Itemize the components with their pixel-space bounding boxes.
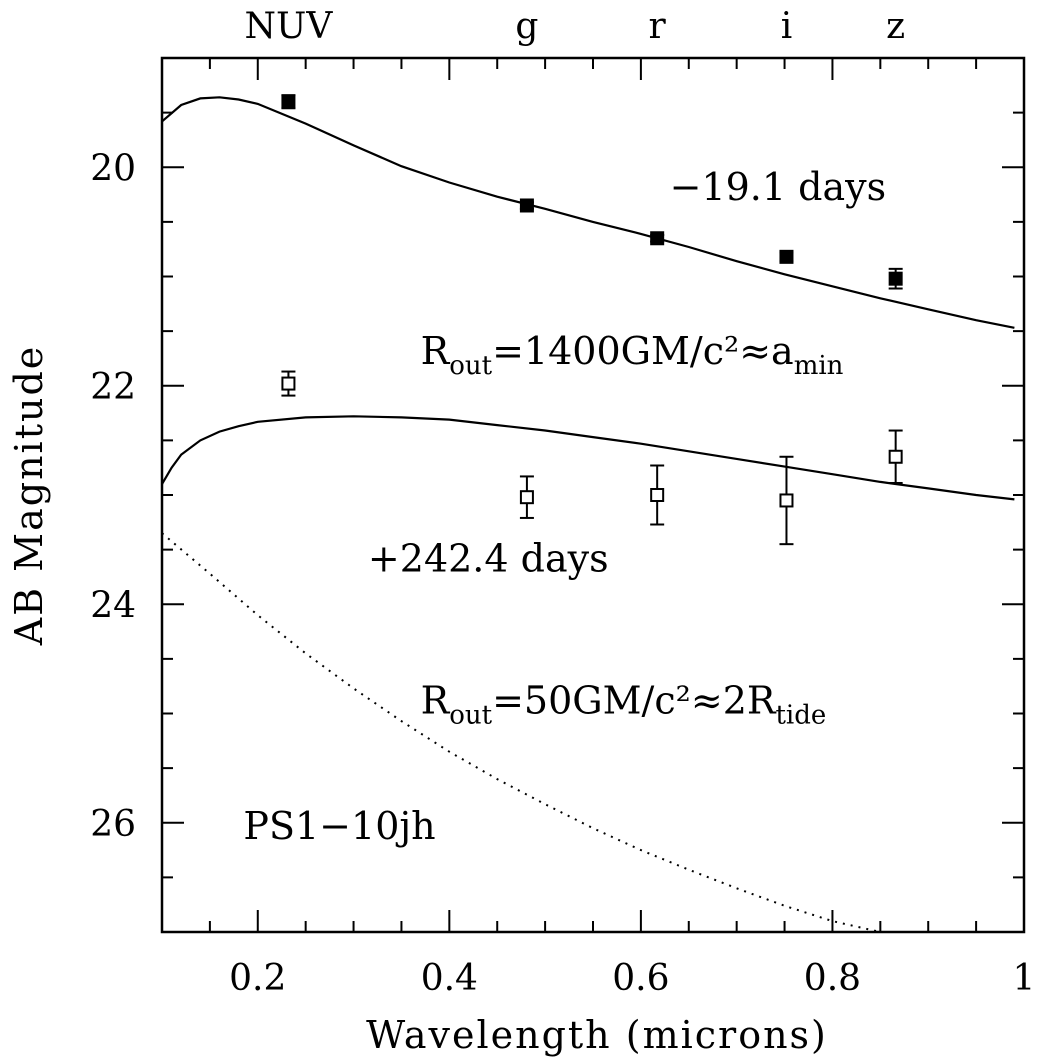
axis-ticks	[161, 57, 1025, 933]
annotation-rout_small: Rout=50GM/c²≈2Rtide	[421, 679, 827, 731]
band-label: i	[781, 6, 793, 47]
data-point-early	[650, 231, 665, 246]
y-tick-label: 20	[90, 148, 136, 189]
data-point-early	[519, 198, 534, 213]
plot-frame	[160, 56, 1026, 934]
band-label: z	[886, 6, 905, 47]
y-tick-label: 22	[90, 367, 136, 408]
x-axis-title: Wavelength (microns)	[366, 1013, 828, 1057]
band-label: g	[515, 6, 538, 47]
y-tick-labels: 20 22 24 26	[90, 148, 136, 845]
data-point-late	[650, 488, 665, 502]
annotation-early: −19.1 days	[670, 165, 886, 209]
x-tick-label: 1	[1013, 958, 1036, 999]
band-label: r	[649, 6, 667, 47]
band-label: NUV	[245, 6, 334, 47]
model-curve-solid	[161, 96, 1015, 329]
band-labels: NUV g r i z	[245, 6, 906, 47]
x-tick-label: 0.4	[421, 958, 478, 999]
data-point-early	[888, 271, 903, 286]
y-tick-label: 24	[90, 585, 136, 626]
x-tick-label: 0.8	[804, 958, 861, 999]
y-axis-title: AB Magnitude	[7, 345, 51, 647]
model-curve-dotted	[161, 532, 881, 933]
data-point-early	[779, 249, 794, 264]
data-point-late	[888, 449, 903, 464]
data-point-late	[519, 490, 534, 505]
x-tick-label: 0.6	[612, 958, 669, 999]
annotation-object: PS1−10jh	[243, 804, 435, 848]
data-points	[281, 94, 903, 546]
x-tick-label: 0.2	[229, 958, 286, 999]
data-point-late	[779, 493, 794, 508]
data-point-early	[281, 94, 296, 109]
annotation-late: +242.4 days	[368, 536, 609, 580]
data-point-late	[281, 376, 296, 391]
model-curve-solid	[161, 415, 1015, 501]
annotations: −19.1 days Rout=1400GM/c²≈amin +242.4 days…	[243, 165, 886, 848]
x-tick-labels: 0.2 0.4 0.6 0.8 1	[229, 958, 1035, 999]
annotation-rout_large: Rout=1400GM/c²≈amin	[421, 329, 844, 381]
y-tick-label: 26	[90, 804, 136, 845]
